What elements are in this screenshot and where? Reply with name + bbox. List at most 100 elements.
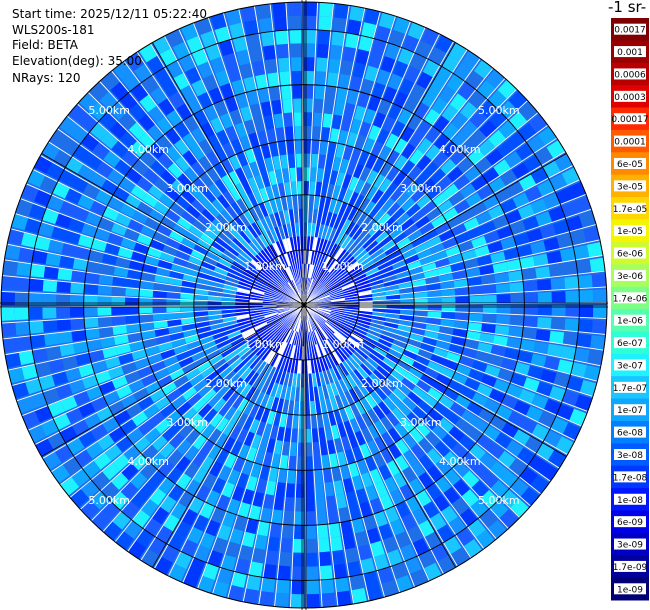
ray-gate <box>409 149 424 165</box>
ray-gate <box>84 317 99 329</box>
ray-gate <box>166 466 183 484</box>
ray-gate <box>282 98 293 114</box>
ray-gate <box>263 310 278 316</box>
ray-gate <box>321 454 330 470</box>
ray-gate <box>487 354 504 367</box>
ray-gate <box>120 419 137 435</box>
ray-gate <box>175 350 191 362</box>
ray-gate <box>419 255 435 266</box>
ray-gate <box>377 338 393 348</box>
ray-gate <box>235 343 249 354</box>
ray-gate <box>246 33 261 50</box>
ray-gate <box>288 2 302 17</box>
ray-gate <box>291 331 297 345</box>
ray-gate <box>328 198 338 214</box>
ray-gate <box>442 141 459 158</box>
ray-gate <box>180 306 194 312</box>
ray-gate <box>427 409 444 424</box>
ray-gate <box>209 322 225 330</box>
ray-gate <box>411 361 427 373</box>
ray-gate <box>278 140 287 156</box>
ray-gate <box>543 192 561 209</box>
ray-gate <box>249 309 264 314</box>
ray-gate <box>297 442 304 457</box>
ray-gate <box>275 240 284 255</box>
ray-gate <box>279 385 287 400</box>
ray-gate <box>166 312 181 320</box>
ray-gate <box>176 439 192 455</box>
ray-gap-line <box>164 35 305 306</box>
ray-gate <box>138 306 153 314</box>
ray-gate <box>228 154 242 171</box>
ray-gap-line <box>303 239 600 306</box>
ray-gate <box>85 211 102 227</box>
ray-gate <box>83 295 98 305</box>
colorbar-tick-label: 0.00017 <box>611 115 648 125</box>
ray-gate <box>244 369 256 383</box>
ray-gate <box>238 443 250 460</box>
ray-gate <box>327 141 337 157</box>
ray-gate <box>508 111 528 130</box>
ray-gate <box>199 532 216 550</box>
ray-gate <box>292 250 298 265</box>
ray-gate <box>385 133 399 150</box>
ray-gate <box>318 238 325 253</box>
ray-gate <box>315 71 327 86</box>
ray-gate <box>222 436 236 453</box>
ray-gate <box>223 319 238 327</box>
ray-gate <box>43 451 62 471</box>
ray-gate <box>193 244 209 255</box>
ray-gate <box>393 232 408 245</box>
range-ring-label: 1.00km <box>322 338 364 351</box>
ray-gate <box>28 293 43 305</box>
ray-gate <box>321 182 329 198</box>
ray-gate <box>269 260 280 273</box>
ray-gate <box>351 517 365 534</box>
ray-gate <box>485 148 504 166</box>
ray-gate <box>451 443 468 460</box>
ray-gate <box>305 415 311 429</box>
ray-gate <box>355 134 367 151</box>
ray-gate <box>112 325 128 336</box>
ray-gate <box>361 78 375 95</box>
ray-gate <box>205 489 220 507</box>
ray-gate <box>427 305 442 311</box>
ray-gate <box>358 310 373 316</box>
ray-gate <box>393 171 407 187</box>
ray-gate <box>298 208 304 223</box>
ray-gate <box>313 358 319 373</box>
ray-gate <box>279 356 287 371</box>
ray-gate <box>441 104 459 122</box>
ray-gate <box>510 305 525 315</box>
ray-gate <box>269 86 281 101</box>
ray-gate <box>282 224 290 239</box>
ray-gate <box>389 29 406 47</box>
ray-gate <box>533 253 549 267</box>
ray-gate <box>336 329 349 340</box>
ray-gate <box>349 5 365 22</box>
ray-gate <box>187 183 202 198</box>
ray-gate <box>422 394 438 408</box>
ray-gate <box>333 563 348 579</box>
ray-gate <box>461 452 478 469</box>
ray-gate <box>368 275 383 284</box>
ray-gate <box>332 366 342 381</box>
ray-gate <box>546 343 563 357</box>
ray-gate <box>342 360 353 374</box>
ray-gate <box>175 551 192 570</box>
ray-gate <box>223 190 236 205</box>
ray-gate <box>251 434 262 450</box>
ray-gate <box>513 400 531 416</box>
ray-gate <box>321 341 330 356</box>
ray-gate <box>417 137 433 155</box>
ray-gap-line <box>50 304 305 473</box>
ray-gate <box>518 122 537 141</box>
ray-gate <box>234 216 247 231</box>
ray-gate <box>387 549 403 567</box>
ray-gate <box>189 373 204 386</box>
ray-gate <box>445 351 462 363</box>
ray-gate <box>344 238 356 252</box>
ray-gate <box>286 140 295 155</box>
ray-gate <box>535 211 553 227</box>
ray-gate <box>377 566 394 584</box>
